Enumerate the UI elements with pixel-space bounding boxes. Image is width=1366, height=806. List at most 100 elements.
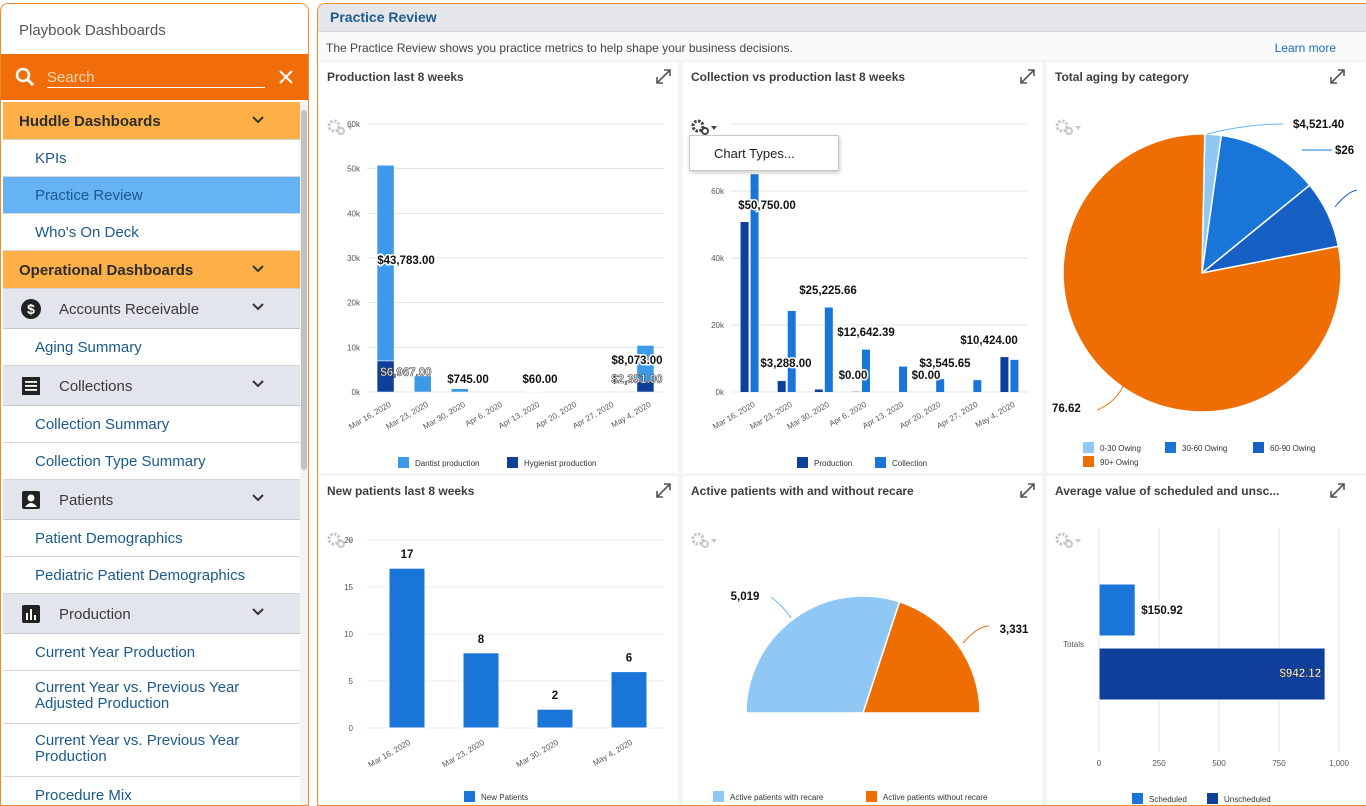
- sidebar: Playbook Dashboards Huddle Dashboards KP…: [0, 3, 309, 806]
- legend-swatch: [1253, 442, 1264, 453]
- search-bar: [1, 54, 308, 100]
- legend-swatch: [1083, 442, 1094, 453]
- subsection-patients[interactable]: Patients: [3, 480, 300, 520]
- expand-icon[interactable]: [1020, 69, 1035, 84]
- panel-new-patients: New patients last 8 weeks 0 5 10 15 20 17 Mar …: [319, 476, 678, 805]
- x-tick-label: 500: [1212, 759, 1226, 768]
- expand-icon[interactable]: [1020, 483, 1035, 498]
- data-label: 2: [552, 690, 558, 702]
- data-label: 3,331: [1000, 624, 1029, 636]
- gear-icon[interactable]: [691, 119, 717, 135]
- subsection-production[interactable]: Production: [3, 594, 300, 634]
- close-icon[interactable]: [278, 69, 294, 85]
- panel-production: Production last 8 weeks 0k 10k 20k 30k 40k 50…: [319, 62, 678, 473]
- x-tick-label: Mar 30, 2020: [785, 400, 831, 432]
- sidebar-item-procedure-mix[interactable]: Procedure Mix: [3, 777, 300, 805]
- sidebar-item-patient-demographics[interactable]: Patient Demographics: [3, 520, 300, 557]
- legend-label: Unscheduled: [1224, 795, 1271, 804]
- chevron-down-icon: [252, 380, 264, 388]
- expand-icon[interactable]: [656, 69, 671, 84]
- sidebar-item-whos-on-deck[interactable]: Who's On Deck: [3, 214, 300, 251]
- bar-collection: [973, 380, 982, 392]
- section-operational-dashboards[interactable]: Operational Dashboards: [3, 251, 300, 289]
- leader-line: [1096, 381, 1126, 411]
- sidebar-scrollbar[interactable]: [300, 102, 308, 805]
- legend-swatch: [866, 791, 877, 802]
- subsection-label: Collections: [59, 378, 133, 395]
- data-label: 17: [401, 549, 414, 561]
- legend-label: 30-60 Owing: [1182, 444, 1227, 453]
- sidebar-nav: Huddle Dashboards KPIs Practice Review W…: [3, 102, 300, 805]
- dollar-icon: $: [21, 299, 41, 319]
- legend-swatch: [1083, 456, 1094, 467]
- page-description-bar: The Practice Review shows you practice m…: [318, 32, 1366, 60]
- main-area: Practice Review The Practice Review show…: [317, 3, 1366, 806]
- y-tick-label: 0k: [352, 388, 361, 397]
- scrollbar-thumb[interactable]: [301, 110, 307, 470]
- bar-collection: [1010, 359, 1019, 392]
- data-label: $745.00: [447, 374, 489, 386]
- x-tick-label: 750: [1272, 759, 1286, 768]
- data-label: $3,288.00: [760, 358, 811, 370]
- new-patients-chart: 0 5 10 15 20 17 Mar 16, 2020 8 Mar 23, 2020 2 Mar …: [327, 483, 671, 802]
- gear-icon[interactable]: [327, 119, 353, 135]
- subsection-accounts-receivable[interactable]: $ Accounts Receivable: [3, 289, 300, 329]
- gear-icon[interactable]: [327, 532, 353, 548]
- panel-collection: Collection vs production last 8 weeks 0k…: [683, 62, 1042, 473]
- sidebar-item-current-vs-previous-adjusted[interactable]: Current Year vs. Previous Year Adjusted …: [3, 671, 300, 724]
- legend-swatch: [875, 457, 886, 468]
- sidebar-item-aging-summary[interactable]: Aging Summary: [3, 329, 300, 366]
- chevron-down-icon: [252, 116, 264, 124]
- gear-icon[interactable]: [1055, 532, 1081, 548]
- expand-icon[interactable]: [1330, 69, 1345, 84]
- data-label: $60.00: [522, 374, 557, 386]
- pie-slice: [1062, 133, 1342, 413]
- bar-production: [1000, 357, 1009, 392]
- data-label: $12,642.39: [837, 327, 895, 339]
- sidebar-title: Playbook Dashboards: [19, 22, 166, 39]
- scheduled-chart: 0 250 500 750 1,000 Totals $150.92 $942.12 Sched…: [1055, 483, 1350, 804]
- sidebar-item-collection-summary[interactable]: Collection Summary: [3, 406, 300, 443]
- subsection-label: Accounts Receivable: [59, 301, 200, 318]
- legend-swatch: [398, 457, 409, 468]
- legend-label: Scheduled: [1149, 795, 1187, 804]
- search-input[interactable]: [47, 68, 265, 88]
- sidebar-item-kpis[interactable]: KPIs: [3, 140, 300, 177]
- learn-more-link[interactable]: Learn more: [1274, 41, 1336, 55]
- sidebar-item-current-year-production[interactable]: Current Year Production: [3, 634, 300, 671]
- expand-icon[interactable]: [656, 483, 671, 498]
- panel-title: Average value of scheduled and unsc...: [1055, 484, 1280, 498]
- sidebar-item-current-vs-previous-production[interactable]: Current Year vs. Previous Year Productio…: [3, 724, 300, 777]
- bar-dentist: [451, 388, 469, 393]
- bar-production: [814, 389, 823, 392]
- section-huddle-dashboards[interactable]: Huddle Dashboards: [3, 102, 300, 140]
- bar-new-patients: [462, 652, 500, 729]
- subsection-collections[interactable]: Collections: [3, 366, 300, 406]
- legend-label: Production: [814, 459, 852, 468]
- legend-label: 0-30 Owing: [1100, 444, 1141, 453]
- y-tick-label: 20k: [347, 299, 361, 308]
- x-tick-label: 0: [1097, 759, 1102, 768]
- y-tick-label: 0: [349, 724, 354, 733]
- legend-swatch: [713, 791, 724, 802]
- y-tick-label: 10k: [347, 343, 361, 352]
- x-tick-label: Mar 30, 2020: [515, 738, 561, 770]
- gear-icon[interactable]: [691, 532, 717, 548]
- y-tick-label: 0k: [716, 388, 725, 397]
- chart-types-menu-item[interactable]: Chart Types...: [689, 135, 839, 171]
- x-tick-label: May 4, 2020: [974, 400, 1017, 430]
- pie-slice-without-recare: [861, 600, 981, 714]
- search-icon[interactable]: [15, 67, 35, 87]
- expand-icon[interactable]: [1330, 483, 1345, 498]
- bar-collection: [936, 379, 945, 392]
- legend-label: Active patients with recare: [730, 793, 824, 802]
- sidebar-item-practice-review[interactable]: Practice Review: [3, 177, 300, 214]
- data-label: $0.00: [912, 370, 941, 382]
- data-label: $8,073.00: [611, 355, 662, 367]
- sidebar-item-pediatric-patient-demographics[interactable]: Pediatric Patient Demographics: [3, 557, 300, 594]
- sidebar-item-collection-type-summary[interactable]: Collection Type Summary: [3, 443, 300, 480]
- pie-slice: [1200, 134, 1311, 275]
- y-tick-label: 60k: [347, 120, 361, 129]
- gear-icon[interactable]: [1055, 119, 1081, 135]
